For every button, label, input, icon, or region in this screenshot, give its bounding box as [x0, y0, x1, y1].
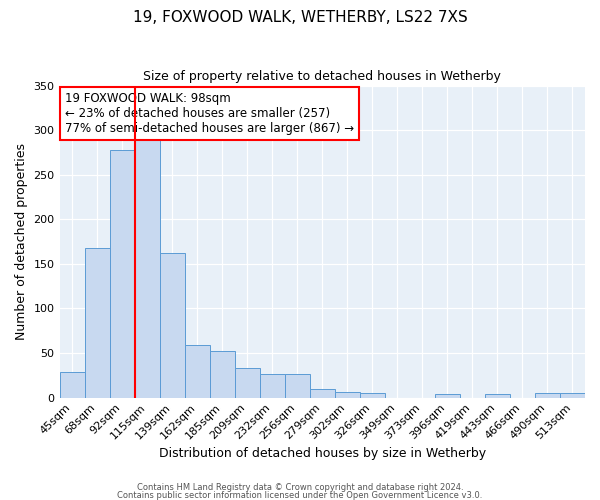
Text: Contains public sector information licensed under the Open Government Licence v3: Contains public sector information licen… [118, 490, 482, 500]
Y-axis label: Number of detached properties: Number of detached properties [15, 143, 28, 340]
Bar [134, 138, 160, 398]
Bar [160, 253, 185, 398]
Bar [110, 150, 134, 398]
Bar [235, 368, 260, 398]
Text: 19, FOXWOOD WALK, WETHERBY, LS22 7XS: 19, FOXWOOD WALK, WETHERBY, LS22 7XS [133, 10, 467, 25]
Bar [209, 351, 235, 398]
Bar [285, 374, 310, 398]
Bar [59, 372, 85, 398]
X-axis label: Distribution of detached houses by size in Wetherby: Distribution of detached houses by size … [159, 447, 486, 460]
Bar [535, 393, 560, 398]
Bar [185, 345, 209, 398]
Title: Size of property relative to detached houses in Wetherby: Size of property relative to detached ho… [143, 70, 501, 83]
Bar [260, 374, 285, 398]
Text: Contains HM Land Registry data © Crown copyright and database right 2024.: Contains HM Land Registry data © Crown c… [137, 484, 463, 492]
Bar [310, 388, 335, 398]
Text: 19 FOXWOOD WALK: 98sqm
← 23% of detached houses are smaller (257)
77% of semi-de: 19 FOXWOOD WALK: 98sqm ← 23% of detached… [65, 92, 354, 135]
Bar [435, 394, 460, 398]
Bar [485, 394, 510, 398]
Bar [85, 248, 110, 398]
Bar [560, 393, 585, 398]
Bar [335, 392, 360, 398]
Bar [360, 393, 385, 398]
